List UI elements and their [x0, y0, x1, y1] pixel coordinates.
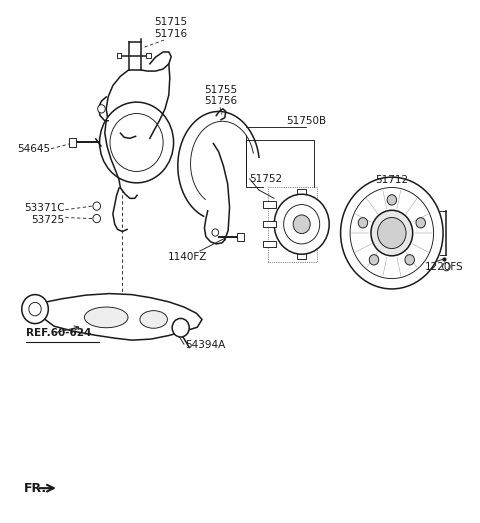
Circle shape: [371, 210, 413, 256]
FancyBboxPatch shape: [263, 221, 276, 228]
Circle shape: [93, 202, 100, 210]
Ellipse shape: [84, 307, 128, 328]
Text: 51752: 51752: [250, 174, 283, 184]
Polygon shape: [31, 293, 202, 340]
Circle shape: [110, 113, 163, 172]
Bar: [69, 138, 76, 147]
Circle shape: [274, 194, 329, 254]
Text: 1140FZ: 1140FZ: [168, 252, 207, 262]
Circle shape: [341, 177, 443, 289]
Circle shape: [172, 319, 189, 337]
Ellipse shape: [140, 311, 168, 328]
Text: 54394A: 54394A: [185, 340, 226, 350]
Text: 1220FS: 1220FS: [425, 262, 464, 271]
Text: REF.60-624: REF.60-624: [25, 328, 91, 338]
FancyBboxPatch shape: [263, 241, 276, 247]
Circle shape: [350, 188, 433, 279]
FancyBboxPatch shape: [263, 201, 276, 208]
Text: 54645: 54645: [17, 144, 50, 154]
Text: 51712: 51712: [375, 175, 408, 185]
Circle shape: [97, 105, 105, 113]
FancyArrowPatch shape: [57, 326, 79, 332]
Circle shape: [284, 204, 320, 244]
Text: 51750B: 51750B: [287, 116, 326, 126]
Circle shape: [293, 215, 310, 234]
Text: 51715
51716: 51715 51716: [155, 17, 188, 39]
Circle shape: [99, 102, 174, 183]
Text: FR.: FR.: [24, 482, 47, 495]
Circle shape: [369, 255, 379, 265]
Bar: [298, 189, 306, 259]
Circle shape: [443, 263, 450, 271]
Circle shape: [405, 255, 414, 265]
Circle shape: [212, 229, 219, 236]
Circle shape: [29, 302, 41, 316]
Text: 51755
51756: 51755 51756: [204, 85, 238, 106]
Bar: [117, 53, 121, 58]
Circle shape: [93, 214, 100, 223]
Circle shape: [416, 218, 425, 228]
Circle shape: [22, 294, 48, 324]
Circle shape: [358, 218, 368, 228]
Text: 53371C
53725: 53371C 53725: [24, 203, 64, 225]
FancyArrowPatch shape: [40, 485, 54, 492]
Bar: [237, 233, 244, 241]
Circle shape: [378, 218, 406, 248]
Circle shape: [387, 195, 396, 205]
Bar: [146, 53, 151, 58]
